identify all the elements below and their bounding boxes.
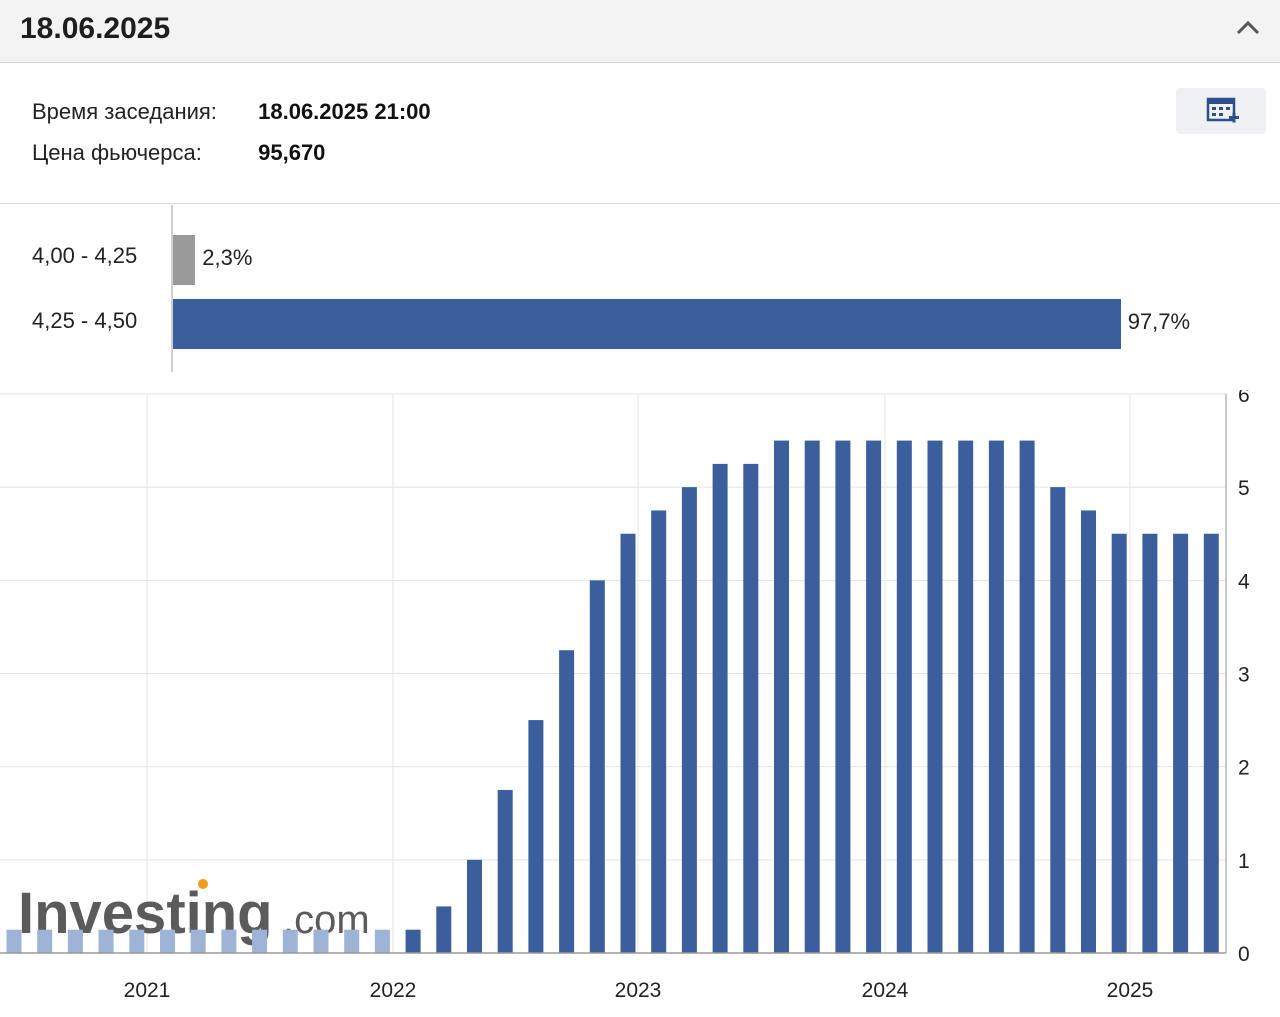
rate-bar <box>129 929 145 953</box>
rate-bar <box>774 440 789 953</box>
rate-bar <box>835 440 851 953</box>
rate-bar <box>1111 533 1127 953</box>
rate-bar <box>896 440 912 953</box>
rate-bar <box>436 906 452 953</box>
chevron-up-icon[interactable] <box>1234 14 1262 42</box>
y-tick-label: 2 <box>1238 757 1250 780</box>
meeting-time-value: 18.06.2025 21:00 <box>258 99 431 124</box>
x-tick-label: 2025 <box>1107 979 1154 1002</box>
futures-price-value: 95,670 <box>258 140 326 165</box>
rate-bar <box>743 463 759 953</box>
rate-bar <box>804 440 820 953</box>
rate-bar <box>221 929 237 953</box>
rate-bar <box>252 929 268 953</box>
rate-bar <box>37 929 53 953</box>
rate-bar <box>405 929 421 953</box>
probability-pct-label: 97,7% <box>1127 309 1191 334</box>
rate-bar <box>313 929 329 953</box>
rate-bar <box>559 650 575 953</box>
y-tick-label: 1 <box>1238 850 1250 873</box>
rate-bar <box>67 929 83 953</box>
add-to-calendar-button[interactable] <box>1176 88 1266 134</box>
x-tick-label: 2024 <box>862 979 909 1002</box>
y-tick-label: 5 <box>1238 477 1250 500</box>
rate-bar <box>497 789 513 953</box>
calendar-add-icon <box>1206 97 1239 123</box>
probability-bar <box>173 235 196 285</box>
meeting-header[interactable]: 18.06.2025 <box>0 0 1280 63</box>
rate-bar <box>467 859 482 953</box>
rate-bar <box>344 929 360 953</box>
rate-bar <box>589 580 605 953</box>
rate-bar <box>712 463 728 953</box>
rate-bar <box>282 929 298 953</box>
rate-bar <box>1081 510 1096 953</box>
rate-bar <box>1050 487 1066 953</box>
y-tick-label: 0 <box>1238 943 1250 966</box>
rate-bar <box>1203 533 1219 953</box>
rate-history-chart: 0 1 2 3 4 5 6 2021 2022 2023 2024 2025 Investing .com <box>0 390 1280 1017</box>
rate-bar <box>374 929 390 953</box>
rate-bar <box>620 533 636 953</box>
rate-bar <box>190 929 206 953</box>
y-tick-label: 3 <box>1238 664 1250 687</box>
futures-price-label: Цена фьючерса: <box>32 140 202 165</box>
probability-range-label: 4,25 - 4,50 <box>32 308 138 333</box>
probability-axis <box>171 205 173 372</box>
rate-bar <box>988 440 1004 953</box>
probability-range-label: 4,00 - 4,25 <box>32 243 138 268</box>
rate-bar <box>6 929 22 953</box>
rate-bar <box>160 929 175 953</box>
rate-bar <box>651 510 667 953</box>
x-tick-label: 2022 <box>370 979 417 1002</box>
rate-bar <box>1173 533 1189 953</box>
probability-panel: 4,00 - 4,25 2,3% 4,25 - 4,50 97,7% <box>0 205 1280 390</box>
probability-pct-label: 2,3% <box>202 245 253 270</box>
rate-bar <box>866 440 882 953</box>
rate-bar <box>98 929 114 953</box>
meeting-date-title: 18.06.2025 <box>20 12 171 45</box>
rate-bar <box>1019 440 1035 953</box>
rate-bar <box>958 440 974 953</box>
y-tick-label: 4 <box>1238 570 1250 593</box>
investing-logo-dot <box>198 879 208 889</box>
meeting-info: Время заседания: 18.06.2025 21:00 Цена ф… <box>0 64 1280 204</box>
probability-bar <box>173 299 1121 349</box>
rate-bar <box>1142 533 1158 953</box>
rate-bar <box>528 720 544 953</box>
y-tick-label: 6 <box>1238 390 1250 407</box>
x-tick-label: 2021 <box>124 979 171 1002</box>
meeting-time-row: Время заседания: 18.06.2025 21:00 <box>32 99 431 125</box>
rate-bar <box>927 440 943 953</box>
rate-bar <box>681 487 697 953</box>
futures-price-row: Цена фьючерса: 95,670 <box>32 140 325 166</box>
meeting-time-label: Время заседания: <box>32 99 217 124</box>
x-tick-label: 2023 <box>615 979 662 1002</box>
